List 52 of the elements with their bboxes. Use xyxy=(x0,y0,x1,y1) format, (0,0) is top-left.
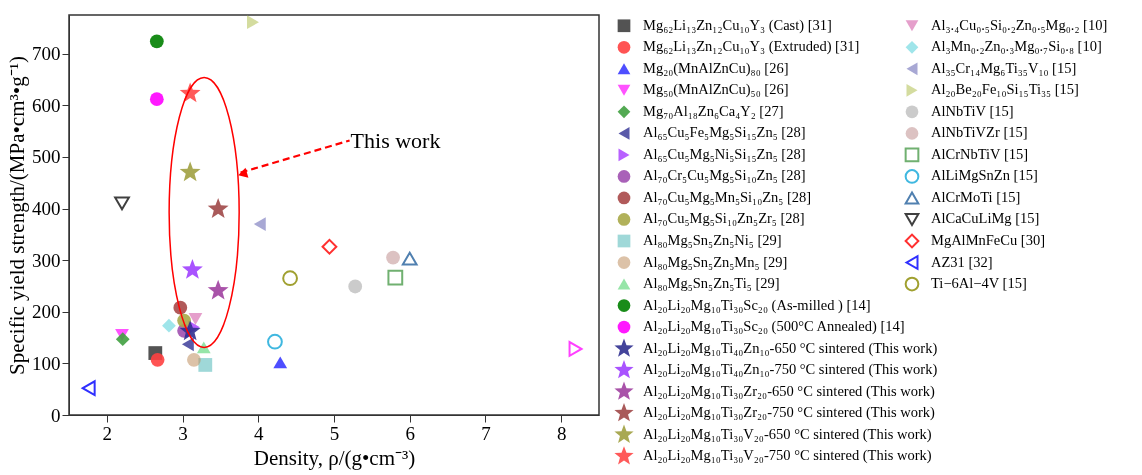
y-tick-label: 700 xyxy=(32,43,61,65)
y-tick-label: 300 xyxy=(32,249,61,271)
x-axis-title: Density, ρ/(g•cm⁻³) xyxy=(253,445,416,470)
legend-label: AZ31 [32] xyxy=(931,253,993,270)
x-tick-label: 6 xyxy=(405,422,415,444)
legend-label: Al₂₀Li₂₀Mg₁₀Ti₃₀Sc₂₀ (As-milled ) [14] xyxy=(643,296,871,314)
x-tick-label: 8 xyxy=(556,422,567,444)
legend-label: Al₆₅Cu₅Mg₅Ni₅Si₁₅Zn₅ [28] xyxy=(643,145,806,162)
legend-label: Al₂₀Li₂₀Mg₁₀Ti₃₀V₂₀-750 °C sintered (This work) xyxy=(643,447,932,465)
legend-label: Ti−6Al−4V [15] xyxy=(931,275,1027,292)
legend-label: Al₈₀Mg₅Sn₅Zn₅Ti₅ [29] xyxy=(643,275,780,292)
x-tick-label: 2 xyxy=(102,422,113,444)
y-tick-label: 500 xyxy=(32,146,61,168)
legend-label: Mg₂₀(MnAlZnCu)₈₀ [26] xyxy=(643,59,789,77)
legend-label: Al₂₀Li₂₀Mg₁₀Ti₄₀Zn₁₀-650 °C sintered (This work) xyxy=(643,339,938,357)
legend-label: MgAlMnFeCu [30] xyxy=(931,232,1045,248)
y-tick-label: 200 xyxy=(32,301,61,323)
legend-label: Al₇₀Cu₅Mg₅Si₁₀Zn₅Zr₅ [28] xyxy=(643,210,805,227)
legend-label: Al₃.₄Cu₀.₅Si₀.₂Zn₀.₅Mg₀.₂ [10] xyxy=(931,16,1108,33)
legend-label: AlNbTiV [15] xyxy=(931,102,1014,119)
legend-label: Al₃₅Cr₁₄Mg₆Ti₃₅V₁₀ [15] xyxy=(931,59,1077,76)
legend-label: Al₇₀Cu₅Mg₅Mn₅Si₁₀Zn₅ [28] xyxy=(643,188,812,205)
y-tick-label: 100 xyxy=(32,352,61,374)
legend-label: Al₈₀Mg₅Sn₅Zn₅Ni₅ [29] xyxy=(643,232,782,248)
legend-label: Al₃Mn₀.₂Zn₀.₃Mg₀.₇Si₀.₈ [10] xyxy=(931,38,1102,55)
legend-label: Al₇₀Cr₅Cu₅Mg₅Si₁₀Zn₅ [28] xyxy=(643,167,806,184)
legend-label: Al₂₀Li₂₀Mg₁₀Ti₃₀Zr₂₀-650 °C sintered (This work) xyxy=(643,382,935,400)
legend-label: Al₂₀Li₂₀Mg₁₀Ti₃₀Zr₂₀-750 °C sintered (This work) xyxy=(643,404,935,422)
y-tick-label: 0 xyxy=(51,404,61,426)
y-tick-label: 400 xyxy=(32,198,61,220)
x-tick-label: 4 xyxy=(254,422,265,444)
legend-label: AlCaCuLiMg [15] xyxy=(931,210,1040,227)
y-tick-label: 600 xyxy=(32,94,61,116)
legend-label: AlLiMgSnZn [15] xyxy=(931,167,1038,184)
legend-label: Al₂₀Li₂₀Mg₁₀Ti₃₀Sc₂₀ (500°C Annealed) [14] xyxy=(643,318,905,336)
x-tick-label: 7 xyxy=(481,422,491,444)
x-tick-label: 5 xyxy=(329,422,340,444)
legend-label: Mg₆₂Li₁₃Zn₁₂Cu₁₀Y₃ (Extruded) [31] xyxy=(643,38,860,56)
legend-label: Al₂₀Li₂₀Mg₁₀Ti₃₀V₂₀-650 °C sintered (This work) xyxy=(643,425,932,443)
legend-label: AlCrMoTi [15] xyxy=(931,188,1021,205)
annotation: This work xyxy=(350,127,441,153)
legend-label: Al₈₀Mg₅Sn₅Zn₅Mn₅ [29] xyxy=(643,253,788,270)
legend-label: AlNbTiVZr [15] xyxy=(931,124,1028,141)
legend-label: AlCrNbTiV [15] xyxy=(931,145,1029,162)
legend-label: Al₂₀Be₂₀Fe₁₀Si₁₅Ti₃₅ [15] xyxy=(931,81,1079,98)
legend-label: Mg₅₀(MnAlZnCu)₅₀ [26] xyxy=(643,81,789,99)
y-axis-title: Specific yield strength/(MPa•cm³•g⁻¹) xyxy=(5,56,29,375)
legend-label: Al₆₅Cu₅Fe₅Mg₅Si₁₅Zn₅ [28] xyxy=(643,124,806,141)
legend-label: Mg₆₂Li₁₃Zn₁₂Cu₁₀Y₃ (Cast) [31] xyxy=(643,16,832,34)
x-tick-label: 3 xyxy=(178,422,188,444)
legend-label: Mg₇₀Al₁₈Zn₆Ca₄Y₂ [27] xyxy=(643,102,784,119)
legend-label: Al₂₀Li₂₀Mg₁₀Ti₄₀Zn₁₀-750 °C sintered (This work) xyxy=(643,361,938,379)
